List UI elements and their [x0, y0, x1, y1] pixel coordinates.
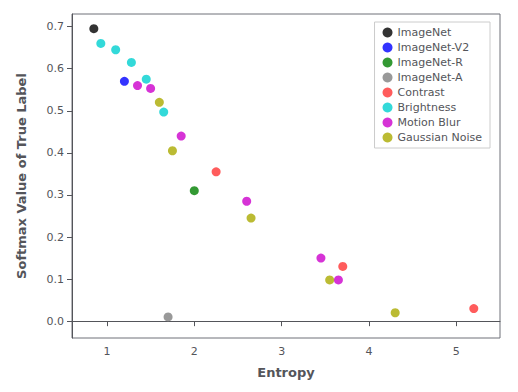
svg-text:Softmax Value of True Label: Softmax Value of True Label: [14, 73, 29, 279]
svg-text:0.1: 0.1: [47, 273, 65, 286]
svg-text:ImageNet-V2: ImageNet-V2: [398, 41, 470, 54]
svg-text:Entropy: Entropy: [257, 365, 315, 380]
svg-text:0.5: 0.5: [47, 104, 65, 117]
svg-text:0.2: 0.2: [47, 231, 65, 244]
svg-text:0.7: 0.7: [47, 20, 65, 33]
svg-text:ImageNet: ImageNet: [398, 26, 452, 39]
svg-text:0.3: 0.3: [47, 188, 65, 201]
svg-text:2: 2: [191, 345, 198, 358]
svg-text:Gaussian Noise: Gaussian Noise: [398, 131, 483, 144]
svg-text:Brightness: Brightness: [398, 101, 457, 114]
svg-text:Contrast: Contrast: [398, 86, 446, 99]
svg-text:0.6: 0.6: [47, 62, 65, 75]
svg-text:Motion Blur: Motion Blur: [398, 116, 461, 129]
svg-text:ImageNet-R: ImageNet-R: [398, 56, 464, 69]
svg-text:4: 4: [365, 345, 372, 358]
svg-text:0.4: 0.4: [47, 146, 65, 159]
svg-text:0.0: 0.0: [47, 315, 65, 328]
svg-text:5: 5: [453, 345, 460, 358]
svg-text:1: 1: [103, 345, 110, 358]
svg-text:3: 3: [278, 345, 285, 358]
svg-text:ImageNet-A: ImageNet-A: [398, 71, 463, 84]
